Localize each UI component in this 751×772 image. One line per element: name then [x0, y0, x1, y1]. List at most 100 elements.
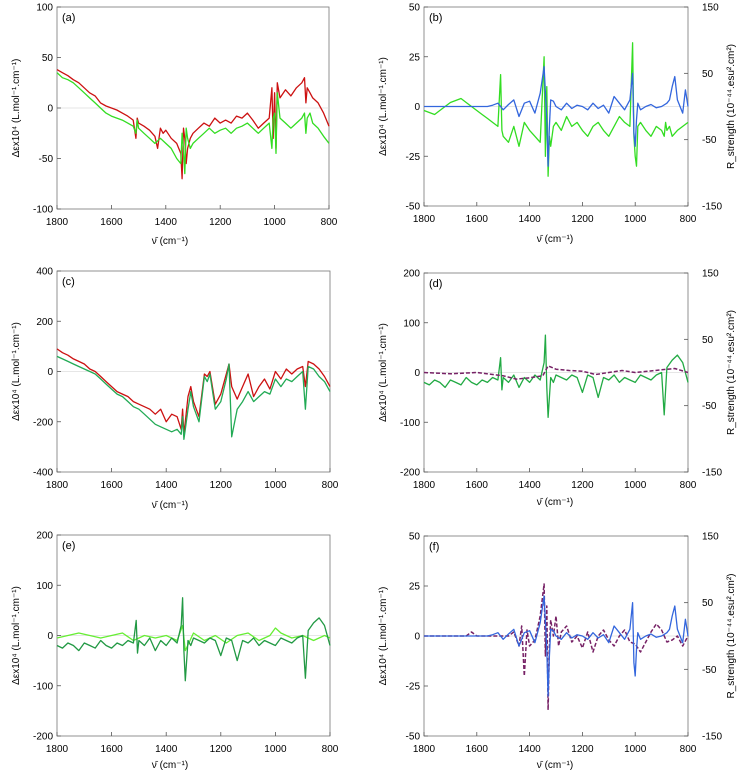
y-tick-label: 0	[47, 104, 53, 115]
y-tick-label: 0	[47, 367, 53, 378]
x-axis-label: ν̄ (cm⁻¹)	[152, 500, 188, 511]
x-tick-label: 1400	[518, 744, 541, 755]
panel-label: (d)	[429, 278, 442, 290]
panel-label: (e)	[62, 540, 75, 552]
x-tick-label: 1200	[571, 214, 594, 225]
x-axis-label: ν̄ (cm⁻¹)	[537, 497, 573, 508]
series-green	[56, 72, 330, 175]
y2-axis-label: R_strength (10⁻⁴⁴.esu².cm²)	[726, 573, 737, 698]
series-purple-dashed	[424, 583, 689, 711]
panel-d: 200 100 0 -100 -200 150 50 -50 -150 1800 1600 1400 1…	[378, 269, 737, 509]
y-tick-label: -25	[406, 682, 421, 693]
x-tick-label: 1000	[624, 744, 647, 755]
y-tick-label: 50	[409, 3, 421, 14]
y-tick-label: 100	[36, 3, 53, 14]
series-red	[56, 348, 331, 435]
x-tick-label: 1600	[100, 217, 123, 228]
y-tick-label: -50	[406, 732, 421, 743]
y-tick-label: -50	[39, 154, 54, 165]
x-tick-label: 1200	[571, 480, 594, 491]
y-tick-label: 0	[414, 632, 420, 643]
y-tick-label: 0	[47, 631, 53, 642]
x-tick-label: 1600	[466, 744, 489, 755]
y-tick-label: 25	[409, 52, 421, 63]
y2-tick-label: -150	[702, 202, 722, 213]
x-tick-label: 1200	[209, 217, 232, 228]
y2-tick-label: -50	[702, 665, 717, 676]
y-tick-label: -25	[406, 152, 421, 163]
y2-tick-label: -50	[702, 135, 717, 146]
x-tick-label: 1400	[155, 217, 178, 228]
x-tick-label: 1000	[264, 480, 287, 491]
y-tick-label: -400	[33, 468, 53, 479]
y2-tick-label: 50	[702, 69, 714, 80]
panel-label: (a)	[62, 12, 75, 24]
series-green	[56, 355, 331, 440]
x-tick-label: 1800	[46, 217, 69, 228]
y2-tick-label: -50	[702, 401, 717, 412]
series-light-green	[56, 624, 331, 652]
x-tick-label: 1400	[518, 214, 541, 225]
y-tick-label: -100	[400, 418, 420, 429]
series-blue	[424, 66, 689, 167]
x-tick-label: 1800	[413, 744, 436, 755]
x-axis-label: ν̄ (cm⁻¹)	[537, 234, 573, 245]
series-green	[423, 42, 689, 177]
y-tick-label: -200	[400, 468, 420, 479]
y-tick-label: 0	[414, 368, 420, 379]
y-axis-label: Δεx10⁴ (L.mol⁻¹.cm⁻¹)	[378, 587, 389, 686]
y-tick-label: 25	[409, 582, 421, 593]
y-tick-label: 0	[414, 102, 420, 113]
y-tick-label: 200	[403, 269, 420, 280]
series-green	[423, 334, 689, 418]
series-red	[56, 69, 330, 180]
y2-axis-label: R_strength (10⁻⁴⁴.esu².cm²)	[726, 44, 737, 169]
x-tick-label: 1800	[413, 214, 436, 225]
x-tick-label: 1800	[46, 480, 69, 491]
y-axis-label: Δεx10⁴ (L.mol⁻¹.cm⁻¹)	[11, 586, 22, 685]
y-axis-label: Δεx10⁴ (L.mol⁻¹.cm⁻¹)	[378, 323, 389, 422]
x-tick-label: 1400	[155, 744, 178, 755]
y2-tick-label: 50	[702, 335, 714, 346]
y-axis-label: Δεx10⁴ (L.mol⁻¹.cm⁻¹)	[11, 59, 22, 158]
y-tick-label: 50	[42, 53, 54, 64]
y-tick-label: 50	[409, 532, 421, 543]
x-tick-label: 1200	[210, 480, 233, 491]
y-tick-label: -100	[33, 681, 53, 692]
x-tick-label: 1000	[263, 217, 286, 228]
y2-tick-label: -150	[702, 468, 722, 479]
series-purple-dashed	[423, 365, 689, 380]
panel-label: (b)	[429, 12, 442, 24]
series-blue	[424, 595, 689, 697]
x-tick-label: 800	[321, 217, 338, 228]
x-tick-label: 1800	[413, 480, 436, 491]
x-tick-label: 800	[322, 744, 339, 755]
y2-axis-label: R_strength (10⁻⁴⁴.esu².cm²)	[726, 310, 737, 435]
x-tick-label: 1600	[466, 480, 489, 491]
x-tick-label: 1400	[155, 480, 178, 491]
y-tick-label: 100	[403, 318, 420, 329]
y-tick-label: -200	[33, 417, 53, 428]
panel-label: (c)	[62, 276, 75, 288]
y-tick-label: 100	[36, 581, 53, 592]
panel-f: 50 25 0 -25 -50 150 50 -50 -150 1800 1600 1400 1200 1…	[378, 532, 737, 772]
y-tick-label: 200	[36, 317, 53, 328]
x-tick-label: 1200	[210, 744, 233, 755]
y2-tick-label: 150	[702, 532, 719, 543]
x-tick-label: 800	[680, 214, 697, 225]
x-tick-label: 1800	[46, 744, 69, 755]
y-tick-label: 400	[36, 267, 53, 278]
y-tick-label: -50	[406, 202, 421, 213]
series-dark-green	[56, 597, 331, 682]
y-axis-label: Δεx10⁴ (L.mol⁻¹.cm⁻¹)	[11, 322, 22, 421]
x-axis-label: ν̄ (cm⁻¹)	[152, 760, 188, 771]
y2-tick-label: 150	[702, 269, 719, 280]
x-tick-label: 800	[322, 480, 339, 491]
x-tick-label: 1400	[518, 480, 541, 491]
x-tick-label: 800	[680, 480, 697, 491]
x-tick-label: 1000	[624, 214, 647, 225]
